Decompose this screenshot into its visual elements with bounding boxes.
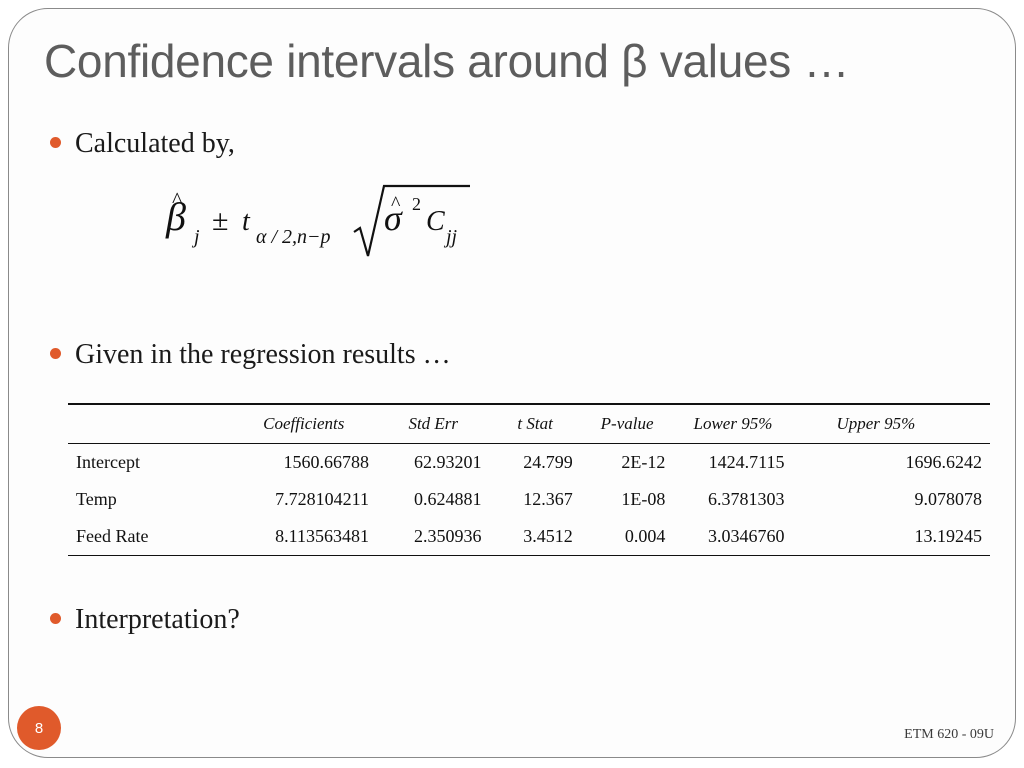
cell-coefficient: 1560.66788 <box>283 452 370 472</box>
formula-t: t <box>242 206 251 237</box>
header-t-stat: t Stat <box>489 403 581 444</box>
bullet-dot-icon <box>50 613 61 625</box>
formula-sub-j: j <box>191 226 200 248</box>
bullet-interpretation: Interpretation? <box>50 604 240 636</box>
header-upper-95: Upper 95% <box>792 403 990 444</box>
cell-p-value: 1E-08 <box>621 489 666 509</box>
formula-svg: ^ β j ± t α / 2,n−p ^ σ 2 C jj <box>165 184 470 257</box>
cell-p-value: 0.004 <box>580 518 674 556</box>
slide-title: Confidence intervals around β values … <box>44 35 850 87</box>
row-label: Temp <box>76 489 117 509</box>
header-p-value: P-value <box>580 403 674 444</box>
cell-lower-95: 6.3781303 <box>707 489 785 509</box>
table-row: Temp 7.728104211 0.624881 12.367 1E-08 6… <box>68 481 990 518</box>
cell-std-err: 0.624881 <box>413 489 482 509</box>
cell-coefficient: 7.728104211 <box>275 489 370 509</box>
formula-sigma: σ <box>384 198 403 238</box>
header-blank <box>68 403 231 444</box>
regression-results-table: Coefficients Std Err t Stat P-value Lowe… <box>68 403 990 556</box>
bullet-given-in-results: Given in the regression results … <box>50 339 451 371</box>
table-row: Feed Rate 8.113563481 2.350936 3.4512 0.… <box>68 518 990 556</box>
bullet-text: Interpretation? <box>75 604 240 635</box>
formula-sub-jj: jj <box>443 226 458 248</box>
header-coefficients: Coefficients <box>230 403 378 444</box>
formula-plus-minus: ± <box>212 204 228 237</box>
formula-beta-hat: ^ <box>172 187 183 212</box>
bullet-dot-icon <box>50 137 61 149</box>
slide-number: 8 <box>34 719 44 737</box>
bullet-text: Calculated by, <box>75 128 235 159</box>
radical-sign <box>353 184 470 257</box>
cell-lower-95: 1424.7115 <box>708 452 785 472</box>
formula-sup-2: 2 <box>412 194 421 214</box>
cell-t-stat: 24.799 <box>523 452 573 472</box>
row-label: Feed Rate <box>68 518 231 556</box>
cell-upper-95: 1696.6242 <box>905 452 983 472</box>
formula-beta: β <box>165 194 186 239</box>
footer-course-code: ETM 620 - 09U <box>904 727 994 742</box>
cell-std-err: 2.350936 <box>377 518 490 556</box>
cell-upper-95: 13.19245 <box>792 518 990 556</box>
cell-coefficient: 8.113563481 <box>230 518 378 556</box>
table-row: Intercept 1560.66788 62.93201 24.799 2E-… <box>68 444 990 482</box>
row-label: Intercept <box>76 452 140 472</box>
slide-frame <box>8 8 1016 758</box>
cell-lower-95: 3.0346760 <box>673 518 793 556</box>
bullet-dot-icon <box>50 348 61 360</box>
table-header-row: Coefficients Std Err t Stat P-value Lowe… <box>68 403 990 444</box>
formula-C: C <box>426 206 445 237</box>
formula-sigma-hat: ^ <box>391 193 401 215</box>
slide-number-badge: 8 <box>17 706 61 750</box>
header-std-err: Std Err <box>377 403 490 444</box>
confidence-interval-formula: ^ β j ± t α / 2,n−p ^ σ 2 C jj <box>160 180 480 270</box>
header-lower-95: Lower 95% <box>673 403 793 444</box>
cell-t-stat: 3.4512 <box>489 518 581 556</box>
cell-upper-95: 9.078078 <box>914 489 983 509</box>
cell-std-err: 62.93201 <box>413 452 482 472</box>
bullet-text: Given in the regression results … <box>75 339 451 370</box>
bullet-calculated-by: Calculated by, <box>50 128 235 160</box>
cell-p-value: 2E-12 <box>621 452 666 472</box>
formula-t-sub: α / 2,n−p <box>256 226 331 248</box>
cell-t-stat: 12.367 <box>523 489 573 509</box>
